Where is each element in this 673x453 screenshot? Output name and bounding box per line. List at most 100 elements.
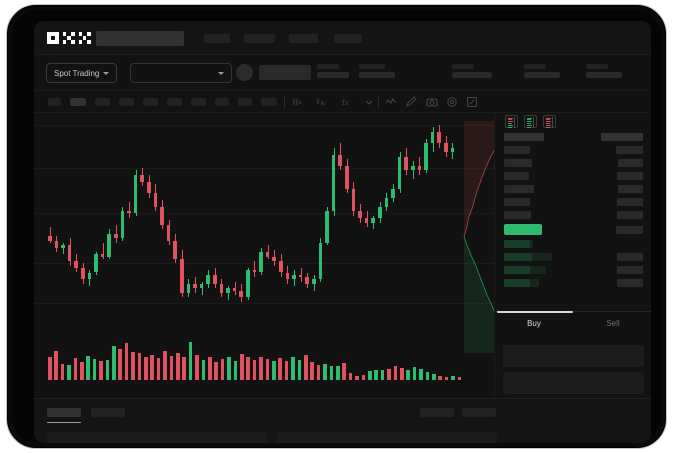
tab-sell[interactable]: Sell <box>606 319 620 328</box>
stat-high <box>359 64 395 78</box>
orderbook-mode-asks[interactable] <box>543 115 556 128</box>
order-book-ask-row-price[interactable] <box>504 146 530 154</box>
fullscreen-icon[interactable] <box>466 96 478 108</box>
order-book-bid-row-price[interactable] <box>504 266 530 274</box>
candle-body <box>358 211 362 219</box>
order-amount-field[interactable] <box>503 372 644 394</box>
nav-item-2[interactable] <box>244 34 275 43</box>
candle-body <box>120 211 125 239</box>
order-book-ask-row-price[interactable] <box>504 211 531 219</box>
candle-body <box>417 165 422 171</box>
chevron-down-icon[interactable] <box>363 96 375 108</box>
volume-bar <box>240 354 244 380</box>
okx-logo[interactable] <box>47 32 91 45</box>
orderbook-icon-divider <box>552 117 553 128</box>
chart-settings-icon[interactable] <box>446 96 458 108</box>
candle-body <box>153 193 158 207</box>
volume-bar <box>342 363 346 380</box>
order-book-ask-row-price[interactable] <box>504 185 534 193</box>
tf-12h[interactable] <box>238 98 252 106</box>
candle-body <box>411 165 415 171</box>
candle-body <box>325 211 329 243</box>
nav-item-3[interactable] <box>289 34 318 43</box>
drawing-pencil-icon[interactable] <box>405 96 417 108</box>
candle-body <box>437 131 441 144</box>
volume-bar <box>374 369 378 380</box>
tf-15m[interactable] <box>95 98 110 106</box>
tf-30m[interactable] <box>119 98 134 106</box>
tf-1d[interactable] <box>261 98 277 106</box>
nav-search-field[interactable] <box>96 31 184 46</box>
candle-body <box>391 188 395 198</box>
line-chart-icon[interactable] <box>385 96 397 108</box>
toolbar-divider <box>284 96 285 108</box>
tf-2h[interactable] <box>167 98 182 106</box>
order-price-field[interactable] <box>503 345 644 367</box>
orderbook-icon-line <box>508 126 512 128</box>
orderbook-icon-line <box>508 121 513 123</box>
order-book-bid-row-price[interactable] <box>504 279 530 287</box>
volume-bar <box>131 351 135 380</box>
tf-5m[interactable] <box>70 98 86 106</box>
volume-bar <box>393 366 398 380</box>
volume-bar <box>259 356 263 380</box>
order-book-bid-row-price[interactable] <box>504 253 532 261</box>
price-chart-pane[interactable] <box>34 113 494 398</box>
volume-bar <box>182 356 186 380</box>
stat-label <box>452 64 474 69</box>
candle-body <box>107 233 111 257</box>
chart-type-icon[interactable] <box>315 96 327 108</box>
nav-item-1[interactable] <box>204 34 230 43</box>
volume-bar <box>278 358 282 380</box>
tab-buy[interactable]: Buy <box>527 319 541 328</box>
snapshot-camera-icon[interactable] <box>426 96 438 108</box>
stat-value <box>317 72 349 78</box>
volume-bar <box>451 376 455 380</box>
bottom-action-1[interactable] <box>420 408 454 417</box>
candlestick-chart-icon[interactable] <box>292 96 304 108</box>
order-book-ask-row-amount <box>617 198 643 206</box>
order-book-ask-row-price[interactable] <box>504 133 544 141</box>
orders-bottom-panel <box>34 398 651 443</box>
spot-trading-dropdown[interactable]: Spot Trading <box>46 63 118 83</box>
candle-body <box>127 211 131 214</box>
bottom-active-tab-underline <box>47 422 81 423</box>
order-book-ask-row-price[interactable] <box>504 159 532 167</box>
orderbook-mode-bids[interactable] <box>524 115 537 128</box>
tf-1m[interactable] <box>48 98 61 106</box>
tf-1h[interactable] <box>143 98 158 106</box>
volume-bar <box>214 362 218 380</box>
candle-body <box>232 288 237 291</box>
tf-4h[interactable] <box>191 98 206 106</box>
order-book-ask-row-price[interactable] <box>504 198 530 206</box>
last-price-amount <box>616 226 643 234</box>
candle-body <box>351 188 356 212</box>
orderbook-icon-line <box>546 126 550 128</box>
volume-bar <box>252 359 257 380</box>
candle-body <box>193 283 197 289</box>
candle-body <box>226 288 230 293</box>
order-book-ask-row-amount <box>617 211 643 219</box>
last-price-highlight[interactable] <box>504 224 542 235</box>
trading-pair-select[interactable] <box>130 63 232 83</box>
order-book-panel: Buy Sell <box>494 113 651 438</box>
orderbook-mode-both[interactable] <box>505 115 518 128</box>
nav-item-4[interactable] <box>334 34 362 43</box>
order-book-ask-row-price[interactable] <box>504 172 529 180</box>
gridline <box>34 125 494 126</box>
order-book-bid-row-price[interactable] <box>504 240 530 248</box>
volume-bar <box>432 373 436 380</box>
bottom-tab-open-orders[interactable] <box>47 408 81 417</box>
volume-bar <box>99 361 103 380</box>
volume-bar <box>412 367 417 380</box>
chevron-down-icon <box>218 72 224 75</box>
gridline <box>34 213 494 214</box>
bottom-action-2[interactable] <box>462 408 496 417</box>
bottom-tab-order-history[interactable] <box>91 408 125 417</box>
volume-bar <box>380 370 385 380</box>
candle-body <box>338 154 342 166</box>
pair-coin-avatar <box>236 64 253 81</box>
indicators-icon[interactable]: fx <box>341 96 353 108</box>
candle-body <box>378 206 382 219</box>
tf-6h[interactable] <box>215 98 229 106</box>
